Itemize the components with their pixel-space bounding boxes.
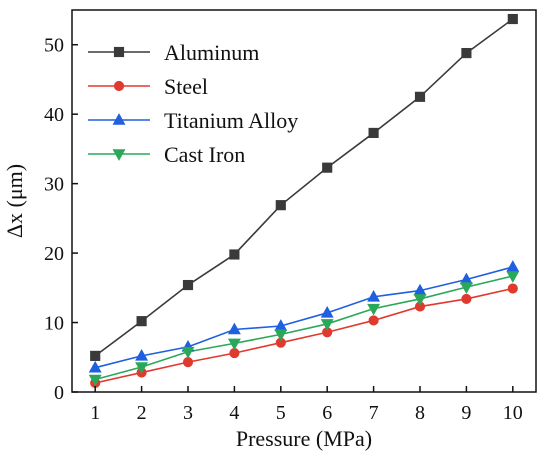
data-point (135, 362, 149, 374)
x-tick-label: 3 (183, 402, 193, 424)
data-point (88, 360, 102, 373)
series-line (94, 275, 513, 381)
legend-label: Steel (164, 74, 208, 99)
data-point (507, 13, 518, 25)
data-point (320, 305, 334, 318)
y-tick-label: 20 (44, 243, 64, 265)
data-point (459, 282, 473, 295)
legend-marker (112, 113, 126, 125)
x-tick-label: 7 (369, 402, 379, 424)
legend-item: Steel (88, 74, 208, 99)
data-point (414, 91, 426, 102)
data-point (506, 271, 520, 283)
y-tick-label: 40 (44, 104, 64, 126)
data-point (182, 279, 194, 291)
legend-marker (112, 149, 126, 161)
y-tick-label: 30 (44, 174, 64, 196)
legend-item: Titanium Alloy (88, 108, 298, 133)
legend-label: Aluminum (164, 40, 259, 65)
data-point (227, 322, 241, 335)
data-point (413, 294, 427, 306)
data-point (227, 338, 241, 351)
x-tick-label: 5 (276, 402, 286, 424)
series-line (95, 266, 514, 369)
data-point (90, 350, 101, 361)
data-point (367, 289, 381, 302)
y-tick-label: 50 (44, 35, 64, 57)
data-point (88, 374, 102, 387)
x-tick-label: 8 (415, 402, 425, 424)
data-point (182, 357, 194, 368)
data-point (135, 349, 149, 361)
legend-label: Titanium Alloy (164, 108, 298, 133)
data-point (506, 260, 520, 272)
data-point (275, 200, 286, 211)
x-axis-title: Pressure (MPa) (236, 426, 372, 451)
y-tick-label: 0 (54, 382, 64, 404)
x-tick-label: 9 (461, 402, 471, 424)
data-point (461, 47, 472, 59)
legend-item: Aluminum (88, 40, 259, 65)
data-point (368, 127, 379, 139)
x-tick-label: 10 (503, 402, 523, 424)
data-point (461, 293, 472, 305)
axis-ticks (72, 43, 514, 393)
data-point (229, 249, 240, 260)
data-point (181, 346, 195, 359)
data-point (368, 315, 379, 326)
series-line (94, 18, 514, 357)
data-point (274, 329, 288, 342)
series-line (95, 287, 513, 384)
y-axis-title: Δx (μm) (2, 164, 27, 238)
series-lines (94, 18, 514, 384)
y-tick-label: 10 (44, 313, 64, 335)
series-markers (88, 13, 520, 389)
data-point (320, 319, 334, 331)
x-tick-label: 6 (322, 402, 332, 424)
x-tick-label: 1 (90, 402, 100, 424)
tick-labels: 1 2 3 4 5 6 7 8 9 10 0 10 20 30 40 50 (44, 35, 523, 424)
data-point (136, 316, 147, 327)
legend-item: Cast Iron (88, 142, 245, 167)
data-point (322, 162, 333, 173)
data-point (367, 303, 381, 316)
legend-marker (113, 46, 125, 58)
x-tick-label: 4 (229, 402, 239, 424)
plot-frame (71, 9, 537, 393)
legend-label: Cast Iron (164, 142, 245, 167)
data-point (507, 283, 518, 294)
x-tick-label: 2 (137, 402, 147, 424)
legend-marker (113, 80, 125, 92)
legend: Aluminum Steel Titanium Alloy Cast Iron (88, 40, 298, 167)
